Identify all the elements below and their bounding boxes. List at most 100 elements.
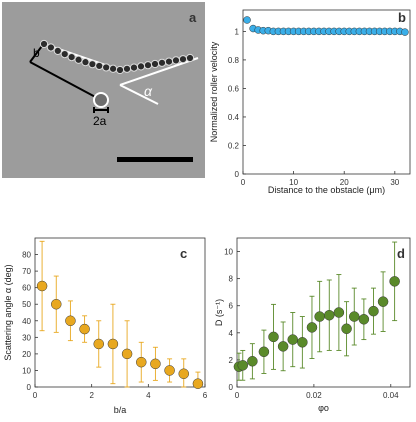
y-tick-label: 1 [235,27,240,36]
data-point [277,341,289,352]
roller-1 [46,43,56,52]
x-tick-label: 0.04 [383,391,399,400]
roller-4 [67,52,76,62]
panel-d: 0 0.02 0.04 0 2 4 6 8 10 φo D (s⁻¹) d [214,237,411,413]
roller-chain [39,39,195,75]
roller-17 [157,58,167,67]
y-tick-label: 0 [229,383,234,392]
y-tick-label: 40 [22,317,31,326]
y-tick-label: 0.2 [228,141,240,150]
y-tick-label: 10 [22,366,31,375]
panel-letter-b: b [398,10,406,25]
data-point [341,323,352,335]
plot-frame [236,237,411,388]
y-tick-label: 0 [27,383,32,392]
y-axis-label: Normalized roller velocity [209,41,219,142]
data-point [178,368,189,380]
x-tick-label: 4 [146,391,151,400]
roller-16 [150,59,160,69]
label-alpha: α [144,83,153,99]
data-point [401,28,409,36]
roller-18 [164,57,174,66]
data-point [358,314,370,325]
y-tick-label: 6 [229,302,234,311]
data-point [306,322,318,333]
label-b: b [33,46,40,60]
data-point [107,338,119,350]
y-tick-label: 80 [22,251,31,260]
data-point [349,311,360,322]
roller-14 [136,62,146,71]
b-marker-line [29,61,102,101]
x-tick-label: 2 [89,391,94,400]
roller-3 [60,50,69,59]
x-tick-label: 6 [203,391,208,400]
x-tick-label: 0 [33,391,38,400]
x-axis-label: Distance to the obstacle (μm) [268,185,385,195]
panel-letter-d: d [397,246,405,261]
data-point [368,305,379,317]
data-point [314,311,325,322]
data-point [297,337,308,348]
roller-6 [81,58,90,67]
data-point [150,358,161,370]
y-tick-label: 30 [22,333,31,342]
panel-letter-a: a [189,10,197,25]
roller-20 [178,55,188,64]
data-point [79,323,90,335]
y-tick-label: 0.4 [228,113,240,122]
y-axis-label: Scattering angle α (deg) [3,264,13,360]
obstacle [93,92,109,108]
y-tick-label: 20 [22,350,31,359]
panel-b: 0 10 20 30 0 0.2 0.4 0.6 0.8 1 Distance to the obs… [209,9,411,195]
data-point [93,338,104,350]
roller-15 [143,61,153,70]
roller-7 [88,60,97,69]
alpha-line [119,84,159,105]
data-point [243,16,251,24]
roller-5 [74,55,83,64]
roller-11 [115,65,125,75]
plot-frame [242,9,411,175]
data-point [164,365,175,376]
roller-12 [122,64,132,73]
data-point [121,348,133,360]
x-axis-label: b/a [114,405,127,415]
data-point [333,307,345,318]
data-point [287,334,298,345]
roller-19 [171,56,181,65]
roller-10 [108,64,118,73]
data-point [377,296,389,307]
roller-9 [102,63,111,72]
data-point [36,280,48,292]
data-point [324,309,335,321]
plot-frame [34,237,206,388]
x-tick-label: 0 [235,391,240,400]
roller-13 [129,63,139,72]
y-tick-label: 0.8 [228,56,240,65]
y-tick-label: 8 [229,275,234,284]
roller-21 [185,53,195,63]
y-tick-label: 0 [235,170,240,179]
y-tick-label: 4 [229,329,234,338]
b-marker-tick [29,45,43,63]
panel-a: 2a b α a [2,2,205,178]
y-tick-label: 60 [22,284,31,293]
data-point [389,276,400,287]
x-tick-label: 0.02 [306,391,322,400]
x-axis-label: φo [318,403,329,413]
y-tick-label: 10 [224,248,233,257]
roller-8 [95,61,104,71]
data-point [237,360,249,371]
data-point [268,331,279,343]
data-point [247,356,258,367]
y-axis-label: D (s⁻¹) [214,299,224,326]
data-point [258,346,270,358]
panel-letter-c: c [180,246,187,261]
y-tick-label: 0.6 [228,84,240,93]
x-tick-label: 20 [340,178,349,187]
roller-2 [53,46,62,55]
data-point [51,298,62,310]
